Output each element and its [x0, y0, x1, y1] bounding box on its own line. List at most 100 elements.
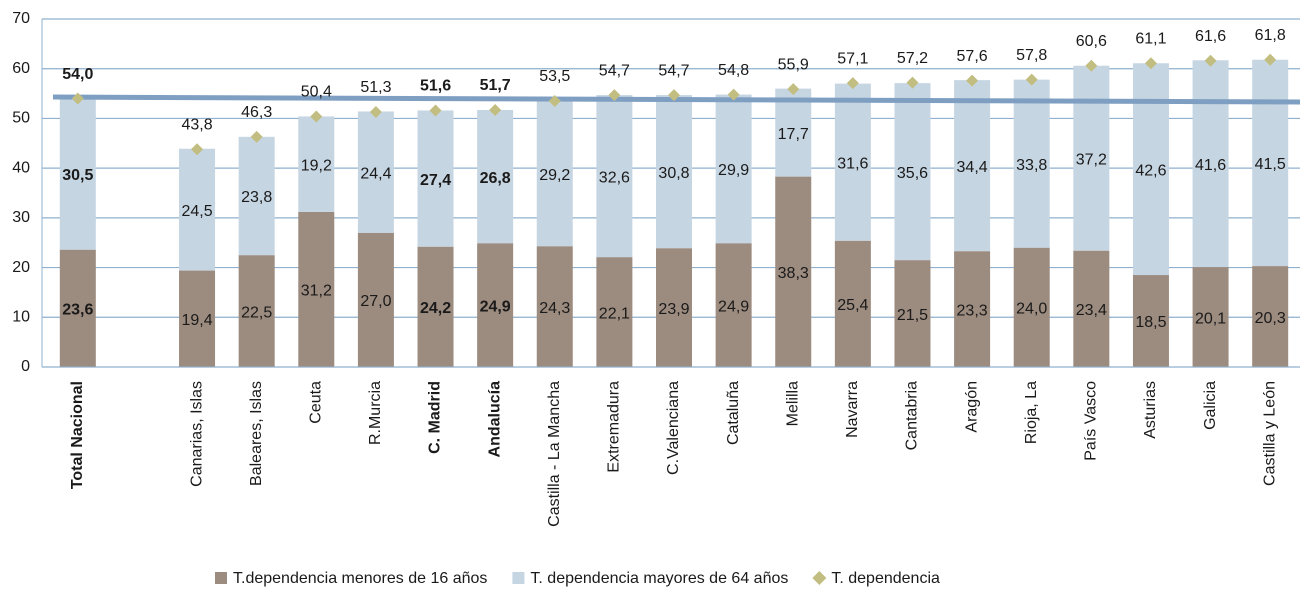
marker [310, 110, 323, 123]
bar-segment [1073, 250, 1110, 367]
value-label: 34,4 [957, 159, 988, 176]
bar-segment [954, 80, 991, 252]
x-tick-label: Aragón [963, 381, 980, 433]
x-tick-label: Baleares, Islas [248, 381, 265, 486]
value-label: 54,8 [718, 62, 749, 79]
bar-segment [417, 246, 454, 367]
value-label: 24,5 [181, 203, 212, 220]
value-label: 50,4 [301, 84, 332, 101]
marker [489, 103, 502, 116]
bar-segment [1192, 267, 1229, 367]
x-tick-label: R.Murcia [367, 381, 384, 445]
x-tick-label: Galicia [1202, 381, 1219, 430]
bar-segment [656, 95, 692, 249]
bar-segment [715, 94, 752, 244]
bar-segment [596, 95, 633, 258]
marker [250, 130, 263, 143]
bar-segment [775, 176, 812, 367]
x-tick-label: Navarra [844, 381, 861, 438]
bar-segment [1132, 63, 1169, 276]
value-label: 22,5 [241, 304, 272, 321]
marker [191, 143, 204, 156]
value-label: 27,0 [360, 293, 391, 310]
bar-segment [238, 255, 275, 367]
marker [668, 89, 680, 102]
value-label: 17,7 [778, 126, 809, 143]
x-tick-label: C.Valenciana [665, 381, 682, 475]
bar-segment [477, 109, 514, 244]
x-tick-label: Ceuta [308, 381, 325, 424]
marker [548, 95, 561, 108]
value-label: 61,1 [1135, 30, 1166, 47]
bar-segment [834, 83, 871, 241]
value-label: 31,2 [301, 283, 332, 300]
value-label: 30,5 [62, 167, 93, 184]
x-tick-label: Castilla y León [1261, 381, 1278, 486]
value-label: 53,5 [539, 68, 570, 85]
value-label: 21,5 [897, 307, 928, 324]
value-label: 19,4 [181, 312, 212, 329]
marker [429, 104, 442, 117]
value-label: 54,7 [658, 62, 689, 79]
bar-segment [1013, 247, 1050, 367]
marker [1264, 53, 1277, 66]
value-label: 51,7 [480, 77, 511, 94]
bar-segment [59, 98, 96, 250]
legend-label: T. dependencia mayores de 64 años [530, 570, 788, 587]
value-label: 24,2 [420, 300, 451, 317]
value-label: 31,6 [837, 155, 868, 172]
value-label: 23,6 [62, 302, 93, 319]
value-label: 61,8 [1255, 27, 1286, 44]
bar-segment [596, 257, 633, 367]
marker [966, 74, 979, 87]
bar-segment [417, 110, 454, 247]
value-label: 35,6 [897, 165, 928, 182]
marker [1144, 57, 1157, 70]
bar-segment [1073, 65, 1110, 251]
value-label: 30,8 [658, 165, 689, 182]
legend-label: T.dependencia menores de 16 años [233, 570, 487, 587]
value-label: 24,3 [539, 300, 570, 317]
marker [608, 89, 621, 102]
value-label: 23,3 [957, 302, 988, 319]
bar-segment [59, 249, 96, 367]
x-tick-label: Asturias [1142, 381, 1159, 439]
value-label: 51,6 [420, 78, 451, 95]
value-label: 23,4 [1076, 302, 1107, 319]
legend-label: T. dependencia [831, 570, 940, 587]
x-tick-label: Cantabria [904, 381, 921, 450]
bar-segment [1192, 60, 1229, 268]
y-tick-label: 30 [12, 209, 30, 226]
value-label: 38,3 [778, 265, 809, 282]
value-label: 32,6 [599, 169, 630, 186]
value-label: 43,8 [181, 116, 212, 133]
marker [369, 105, 382, 118]
value-label: 55,9 [778, 56, 809, 73]
value-label: 41,5 [1255, 156, 1286, 173]
bar-segment [954, 251, 991, 367]
marker [846, 77, 859, 90]
bar-segment [179, 148, 216, 271]
value-label: 37,2 [1076, 151, 1107, 168]
y-tick-label: 40 [12, 159, 30, 176]
bar-segment [357, 232, 394, 367]
bar-segment [1013, 79, 1050, 248]
x-tick-label: C. Madrid [427, 381, 444, 454]
bar-segment [298, 116, 335, 212]
marker [71, 92, 84, 105]
value-label: 23,9 [658, 301, 689, 318]
value-label: 19,2 [301, 157, 332, 174]
x-tick-label: Cataluña [725, 381, 742, 445]
x-tick-label: Castilla - La Mancha [546, 381, 563, 527]
value-label: 57,8 [1016, 47, 1047, 64]
value-label: 42,6 [1135, 162, 1166, 179]
value-label: 29,9 [718, 162, 749, 179]
bar-segment [715, 243, 752, 367]
value-label: 29,2 [539, 167, 570, 184]
legend: T.dependencia menores de 16 años T. depen… [215, 570, 940, 587]
x-tick-label: Total Nacional [69, 381, 86, 489]
value-label: 25,4 [837, 297, 868, 314]
legend-swatch [215, 572, 227, 584]
bar-segment [1132, 275, 1169, 367]
